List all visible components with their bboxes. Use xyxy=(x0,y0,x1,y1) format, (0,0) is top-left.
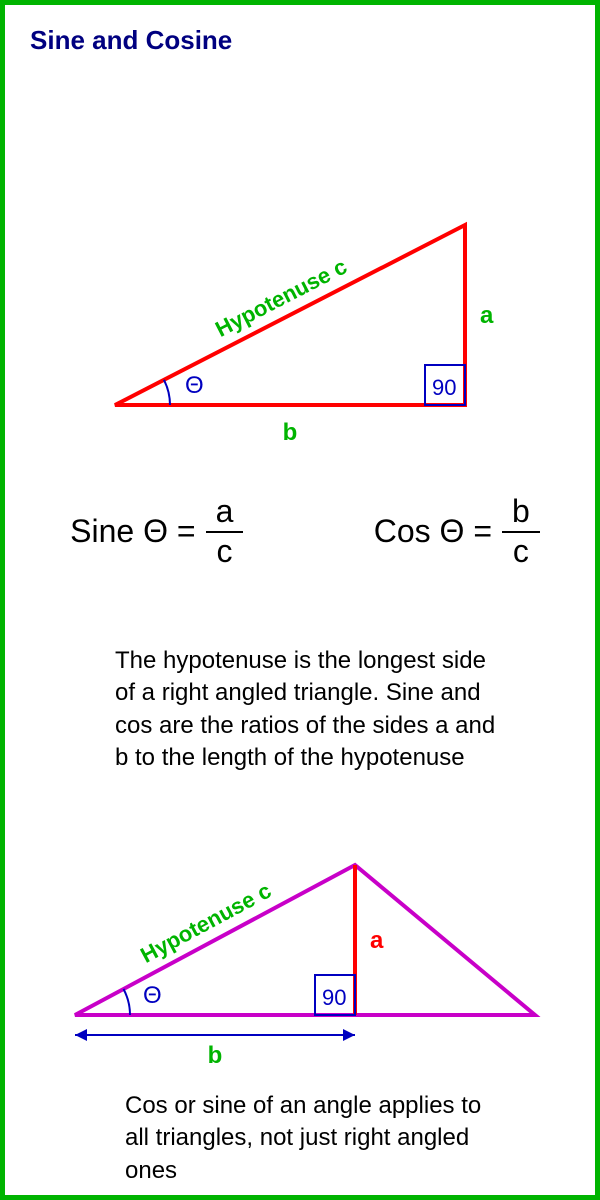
right-angle-label: 90 xyxy=(432,375,456,400)
cos-fraction: b c xyxy=(502,495,540,568)
paragraph-1: The hypotenuse is the longest side of a … xyxy=(115,645,505,775)
side-a-label: a xyxy=(480,302,494,329)
sine-num: a xyxy=(206,495,244,529)
paragraph-2: Cos or sine of an angle applies to all t… xyxy=(125,1090,485,1187)
hypotenuse-label-2: Hypotenuse c xyxy=(136,878,275,968)
cos-formula: Cos Θ = b c xyxy=(374,495,540,568)
theta-arc-2 xyxy=(123,989,130,1015)
triangle-1-outline xyxy=(115,225,465,405)
cos-lhs: Cos Θ = xyxy=(374,513,492,550)
dimension-b xyxy=(75,1029,355,1041)
sine-formula: Sine Θ = a c xyxy=(70,495,243,568)
triangle-2: 90 Hypotenuse c a b Θ xyxy=(5,835,595,1085)
cos-num: b xyxy=(502,495,540,529)
theta-label: Θ xyxy=(185,372,204,399)
diagram-frame: Sine and Cosine 90 Hypotenuse c a b Θ Si… xyxy=(0,0,600,1200)
cos-den: c xyxy=(503,535,539,569)
formula-row: Sine Θ = a c Cos Θ = b c xyxy=(5,495,600,568)
triangle-1: 90 Hypotenuse c a b Θ xyxy=(5,5,595,475)
theta-label-2: Θ xyxy=(143,982,162,1009)
side-a-label-2: a xyxy=(370,927,384,954)
hypotenuse-label: Hypotenuse c xyxy=(211,254,351,342)
side-b-label: b xyxy=(283,419,298,446)
theta-arc xyxy=(164,380,170,405)
sine-den: c xyxy=(206,535,242,569)
sine-fraction: a c xyxy=(206,495,244,568)
side-b-label-2: b xyxy=(208,1042,223,1069)
right-angle-label-2: 90 xyxy=(322,985,346,1010)
sine-lhs: Sine Θ = xyxy=(70,513,195,550)
